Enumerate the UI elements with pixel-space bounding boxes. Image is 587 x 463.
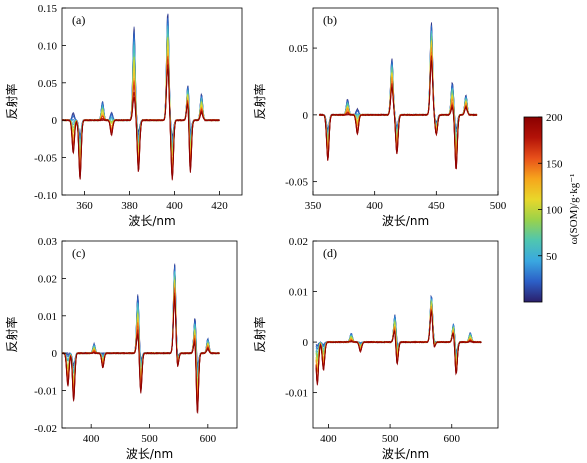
y-tick-label: 0.15 xyxy=(38,3,58,15)
x-tick-label: 450 xyxy=(428,200,445,212)
x-tick-label: 400 xyxy=(366,200,383,212)
chart-panel: 360 380 400 420 -0.10 -0.05 0 0.05 0.10 0.15 (a) 波长… xyxy=(4,3,243,228)
panel-label: (b) xyxy=(323,13,337,27)
x-tick-label: 360 xyxy=(76,200,93,212)
x-axis-label: 波长/nm xyxy=(128,214,175,228)
x-axis-label: 波长/nm xyxy=(382,447,429,461)
spectrum-line xyxy=(62,68,220,180)
x-tick-label: 600 xyxy=(444,433,461,445)
panel-label: (d) xyxy=(323,246,337,260)
x-axis-label: 波长/nm xyxy=(382,214,429,228)
y-tick-label: 0.10 xyxy=(38,40,58,52)
x-tick-label: 500 xyxy=(382,433,399,445)
colorbar-tick-label: 200 xyxy=(546,112,563,124)
colorbar-tick-label: 50 xyxy=(546,251,558,263)
series-group xyxy=(315,294,482,386)
y-tick-label: 0.02 xyxy=(38,273,57,285)
y-tick-label: 0.02 xyxy=(289,236,308,248)
y-tick-label: 0 xyxy=(303,110,309,122)
colorbar-label: ω(SOM)/g·kg⁻¹ xyxy=(568,174,580,245)
y-tick-label: -0.01 xyxy=(285,388,308,400)
y-axis-label: 反射率 xyxy=(4,83,19,119)
x-tick-label: 500 xyxy=(490,200,507,212)
y-tick-label: 0 xyxy=(52,115,58,127)
x-axis-label: 波长/nm xyxy=(126,447,173,461)
chart-panels: 360 380 400 420 -0.10 -0.05 0 0.05 0.10 0.15 (a) 波长… xyxy=(4,3,507,461)
x-tick-label: 400 xyxy=(83,433,100,445)
x-tick-label: 400 xyxy=(166,200,183,212)
y-tick-label: 0.03 xyxy=(38,236,58,248)
spectrum-line xyxy=(319,60,478,170)
plot-area xyxy=(61,7,243,196)
y-tick-label: -0.05 xyxy=(285,177,308,189)
y-tick-label: -0.10 xyxy=(34,190,57,202)
y-axis-label: 反射率 xyxy=(4,316,19,352)
chart-panel: 350 400 450 500 -0.05 0 0.05 (b) 波长/nm 反射率 xyxy=(252,7,507,228)
chart-panel: 400 500 600 -0.01 0 0.01 0.02 (d) 波长/nm 反射率 xyxy=(252,236,499,461)
y-tick-label: -0.02 xyxy=(34,423,57,435)
x-tick-label: 350 xyxy=(305,200,322,212)
y-tick-label: 0 xyxy=(52,348,58,360)
x-tick-label: 400 xyxy=(320,433,337,445)
colorbar-tick-label: 100 xyxy=(546,205,563,217)
x-tick-label: 420 xyxy=(211,200,228,212)
series-group xyxy=(62,13,220,181)
series-group xyxy=(318,22,478,170)
y-tick-label: 0 xyxy=(303,337,309,349)
spectrum-line xyxy=(62,298,220,415)
chart-panel: 400 500 600 -0.02 -0.01 0 0.01 0.02 0.03 (c) 波长/nm… xyxy=(4,236,238,461)
plot-area xyxy=(312,240,499,429)
y-tick-label: 0.01 xyxy=(38,311,57,323)
x-tick-label: 600 xyxy=(200,433,217,445)
x-tick-label: 500 xyxy=(141,433,158,445)
colorbar-ticks: 50 100 150 200 xyxy=(538,112,563,263)
y-tick-label: -0.05 xyxy=(34,153,57,165)
y-tick-label: -0.01 xyxy=(34,386,57,398)
panel-label: (a) xyxy=(72,13,85,27)
y-tick-label: 0.05 xyxy=(38,78,58,90)
y-axis-label: 反射率 xyxy=(252,83,267,119)
spectrum-line xyxy=(315,310,482,385)
colorbar: 50 100 150 200 ω(SOM)/g·kg⁻¹ xyxy=(523,112,580,303)
y-axis-label: 反射率 xyxy=(252,316,267,352)
panel-label: (c) xyxy=(72,246,85,260)
plot-area xyxy=(61,240,238,429)
plot-area xyxy=(312,7,499,196)
colorbar-tick-label: 150 xyxy=(546,158,563,170)
x-tick-label: 380 xyxy=(121,200,138,212)
series-group xyxy=(62,263,220,415)
y-tick-label: 0.01 xyxy=(289,287,308,299)
y-tick-label: 0.05 xyxy=(289,43,309,55)
